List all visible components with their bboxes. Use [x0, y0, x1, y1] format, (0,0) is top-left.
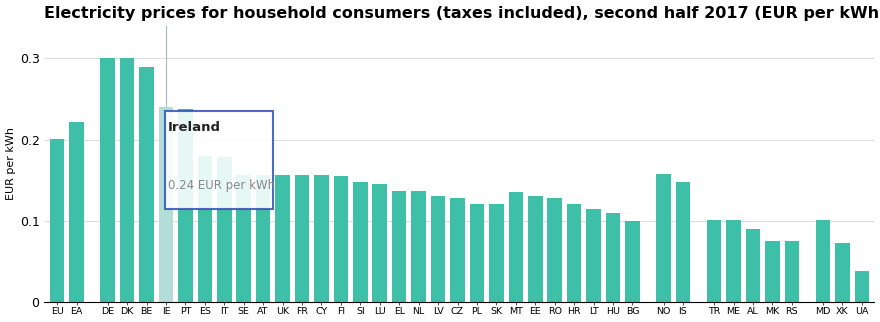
Bar	[676, 182, 690, 302]
Bar	[854, 271, 869, 302]
Bar	[139, 67, 154, 302]
Bar	[625, 221, 640, 302]
Bar	[392, 191, 407, 302]
Bar	[489, 204, 503, 302]
Bar	[50, 139, 64, 302]
Bar	[547, 198, 562, 302]
Bar	[470, 204, 484, 302]
Text: 0.24 EUR per kWh: 0.24 EUR per kWh	[168, 179, 275, 192]
Bar	[785, 241, 799, 302]
Bar	[217, 157, 231, 302]
Bar	[353, 182, 368, 302]
Bar	[605, 213, 620, 302]
Bar	[567, 204, 582, 302]
Bar	[275, 175, 290, 302]
Bar	[707, 220, 722, 302]
FancyBboxPatch shape	[165, 111, 273, 209]
Bar	[197, 156, 212, 302]
Bar	[835, 243, 850, 302]
Bar	[237, 175, 251, 302]
Bar	[158, 107, 173, 302]
Y-axis label: EUR per kWh: EUR per kWh	[5, 128, 16, 200]
Bar	[745, 229, 760, 302]
Bar	[314, 175, 329, 302]
Bar	[411, 192, 426, 302]
Text: Electricity prices for household consumers (taxes included), second half 2017 (E: Electricity prices for household consume…	[45, 5, 880, 21]
Bar	[334, 176, 348, 302]
Bar	[431, 196, 445, 302]
Bar	[100, 58, 115, 302]
Bar	[451, 198, 465, 302]
Bar	[120, 58, 135, 302]
Bar	[656, 174, 671, 302]
Bar	[586, 209, 601, 302]
Bar	[765, 241, 780, 302]
Bar	[178, 109, 193, 302]
Bar	[256, 175, 270, 302]
Bar	[528, 196, 543, 302]
Bar	[70, 122, 84, 302]
Bar	[372, 184, 387, 302]
Bar	[295, 175, 309, 302]
Bar	[816, 220, 830, 302]
Bar	[726, 220, 741, 302]
Text: Ireland: Ireland	[168, 121, 221, 134]
Bar	[509, 192, 523, 302]
